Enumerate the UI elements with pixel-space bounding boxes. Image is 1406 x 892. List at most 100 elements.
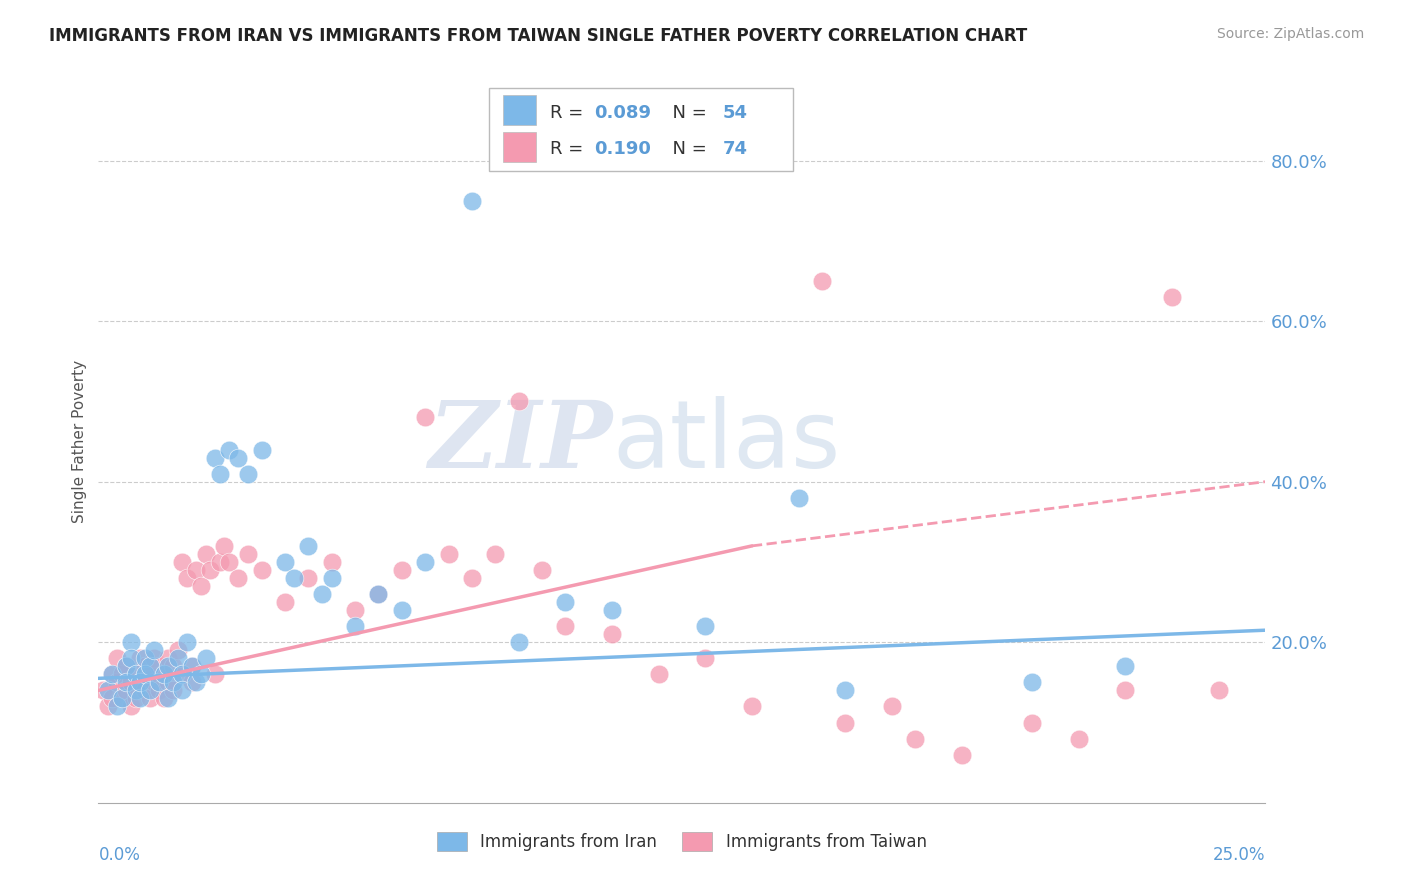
Point — [228, 571, 250, 585]
Point — [297, 539, 319, 553]
Point — [180, 659, 202, 673]
Point — [204, 450, 226, 465]
Point — [157, 651, 180, 665]
Point — [101, 691, 124, 706]
Point — [115, 683, 138, 698]
Point — [834, 683, 856, 698]
Point — [208, 467, 231, 481]
Point — [162, 683, 184, 698]
Point — [413, 410, 436, 425]
Text: IMMIGRANTS FROM IRAN VS IMMIGRANTS FROM TAIWAN SINGLE FATHER POVERTY CORRELATION: IMMIGRANTS FROM IRAN VS IMMIGRANTS FROM … — [49, 27, 1028, 45]
Point — [166, 651, 188, 665]
Point — [129, 691, 152, 706]
Point — [236, 467, 259, 481]
Point — [190, 667, 212, 681]
Point — [111, 691, 134, 706]
Point — [214, 539, 236, 553]
Point — [120, 675, 142, 690]
Point — [787, 491, 810, 505]
Point — [950, 747, 973, 762]
Point — [530, 563, 553, 577]
Point — [148, 659, 170, 673]
Point — [139, 691, 162, 706]
Point — [91, 683, 114, 698]
Point — [129, 675, 152, 690]
Text: 54: 54 — [723, 103, 748, 122]
Point — [250, 442, 273, 457]
Text: ZIP: ZIP — [427, 397, 612, 486]
Point — [152, 667, 174, 681]
Text: Source: ZipAtlas.com: Source: ZipAtlas.com — [1216, 27, 1364, 41]
Point — [437, 547, 460, 561]
Point — [139, 659, 162, 673]
Point — [129, 675, 152, 690]
Point — [208, 555, 231, 569]
Text: N =: N = — [661, 140, 713, 158]
Text: R =: R = — [550, 140, 589, 158]
Point — [105, 651, 128, 665]
Point — [148, 675, 170, 690]
Point — [152, 691, 174, 706]
Point — [1067, 731, 1090, 746]
Point — [97, 683, 120, 698]
Point — [157, 659, 180, 673]
Point — [236, 547, 259, 561]
Point — [180, 675, 202, 690]
Point — [600, 627, 623, 641]
Point — [1114, 659, 1136, 673]
Point — [172, 667, 194, 681]
Point — [105, 699, 128, 714]
Point — [1161, 290, 1184, 304]
Point — [194, 547, 217, 561]
FancyBboxPatch shape — [489, 87, 793, 170]
Point — [115, 659, 138, 673]
Point — [186, 675, 208, 690]
Point — [139, 683, 162, 698]
Text: 25.0%: 25.0% — [1213, 847, 1265, 864]
Point — [904, 731, 927, 746]
Point — [1208, 683, 1230, 698]
Point — [111, 667, 134, 681]
Text: 0.190: 0.190 — [595, 140, 651, 158]
Point — [461, 571, 484, 585]
Point — [162, 659, 184, 673]
Y-axis label: Single Father Poverty: Single Father Poverty — [72, 360, 87, 523]
Point — [391, 563, 413, 577]
Point — [101, 667, 124, 681]
Text: N =: N = — [661, 103, 713, 122]
Point — [274, 555, 297, 569]
Point — [484, 547, 506, 561]
Point — [134, 667, 156, 681]
Point — [120, 699, 142, 714]
Point — [162, 675, 184, 690]
Point — [143, 651, 166, 665]
Point — [274, 595, 297, 609]
Text: 0.0%: 0.0% — [98, 847, 141, 864]
Point — [321, 555, 343, 569]
Point — [120, 635, 142, 649]
Point — [367, 587, 389, 601]
Point — [143, 675, 166, 690]
Point — [115, 659, 138, 673]
Point — [508, 635, 530, 649]
Point — [218, 442, 240, 457]
Point — [125, 691, 148, 706]
Point — [554, 595, 576, 609]
Point — [180, 659, 202, 673]
Point — [218, 555, 240, 569]
Point — [283, 571, 305, 585]
Text: R =: R = — [550, 103, 589, 122]
Point — [834, 715, 856, 730]
Point — [695, 651, 717, 665]
Point — [1114, 683, 1136, 698]
Point — [413, 555, 436, 569]
Point — [129, 651, 152, 665]
FancyBboxPatch shape — [503, 95, 536, 125]
Point — [172, 667, 194, 681]
Point — [811, 274, 834, 288]
Point — [190, 579, 212, 593]
Point — [695, 619, 717, 633]
Point — [367, 587, 389, 601]
Point — [120, 651, 142, 665]
Point — [200, 563, 222, 577]
